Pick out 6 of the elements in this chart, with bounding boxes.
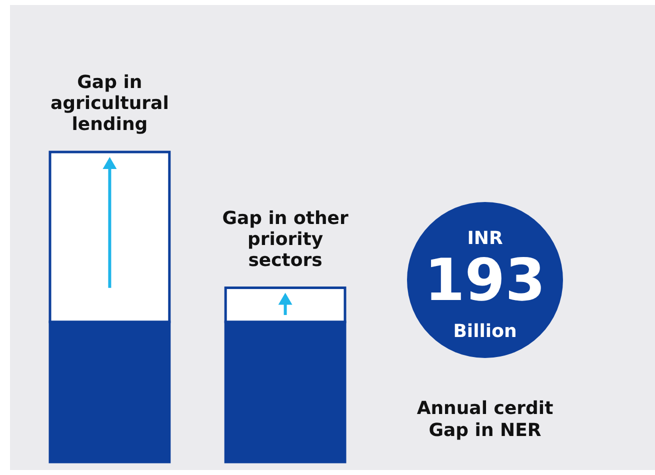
x-tick-label: Gap in agricultural lending <box>50 72 169 135</box>
x-tick-label: Gap in other priority sectors <box>222 208 349 271</box>
text: 193 <box>424 246 546 314</box>
text: INR <box>467 228 503 249</box>
text: Billion <box>453 321 517 342</box>
text: Annual cerdit Gap in NER <box>416 398 554 441</box>
